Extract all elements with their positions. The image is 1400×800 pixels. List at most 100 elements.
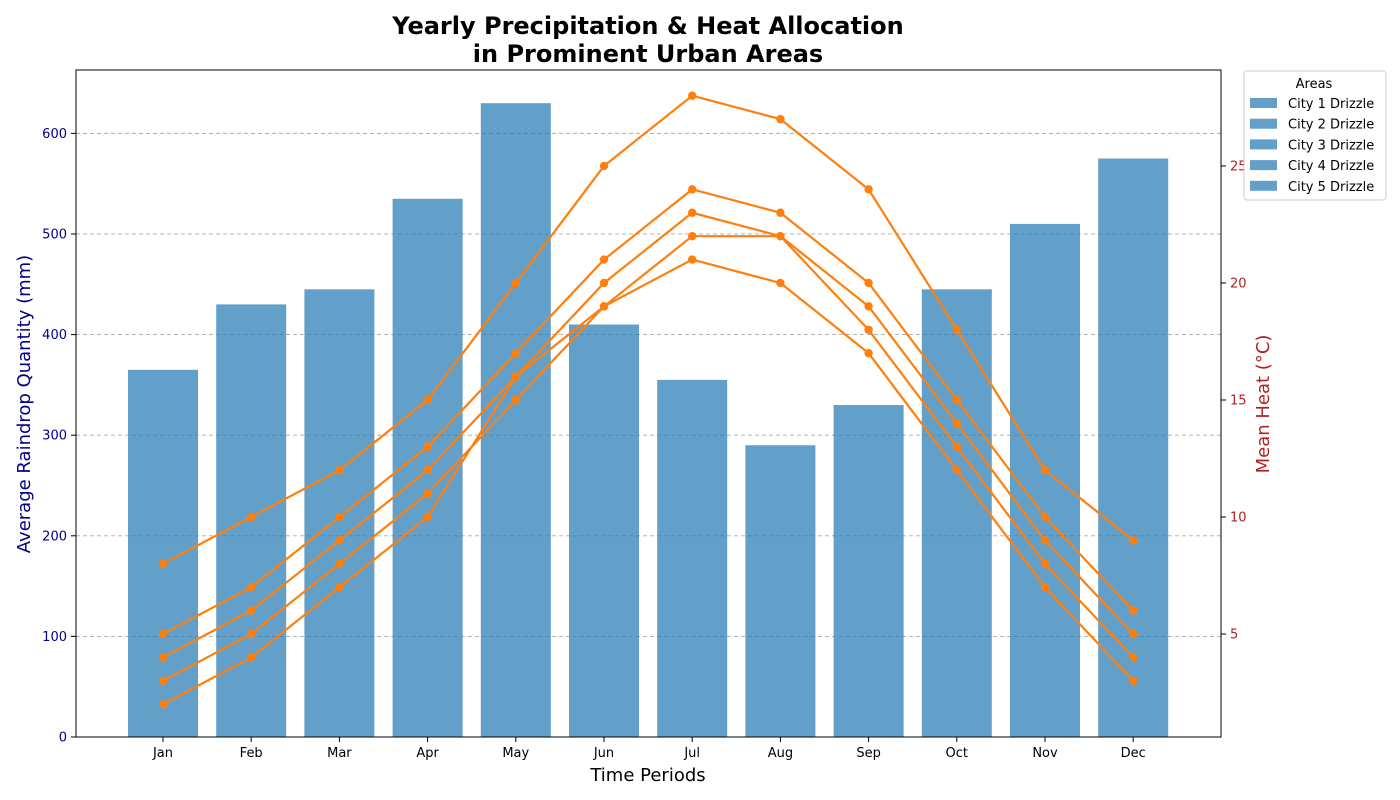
legend-swatch-2 [1250,118,1277,129]
heat-point-1-jan [158,629,168,639]
heat-point-2-nov [1040,466,1050,475]
bar-5-jun [569,324,639,737]
heat-point-3-jul [688,231,697,241]
heat-point-2-may [511,278,520,288]
legend-box [1243,70,1387,201]
heat-point-3-apr [423,489,432,498]
heat-point-5-mar [335,583,344,592]
heat-point-4-jun [599,278,609,288]
heat-point-3-sep [864,325,873,334]
heat-point-2-jul [688,91,697,100]
legend: Areas City 1 Drizzle City 2 Drizzle City 3… [1243,70,1387,201]
heat-line-5 [162,258,1135,706]
heat-point-5-jul [688,255,697,264]
legend-label-2: City 2 Drizzle [1288,118,1374,133]
right-tick-label: 5 [1230,628,1238,643]
bar-5-aug [745,445,816,737]
heat-point-1-oct [952,395,961,405]
heat-point-1-jul [688,185,697,194]
heat-point-5-dec [1129,676,1138,686]
x-tick-label: Jul [683,746,700,761]
heat-point-2-mar [335,466,344,475]
bars-layer [128,103,1169,738]
heat-point-5-apr [423,512,432,522]
heat-point-3-nov [1040,559,1050,569]
heat-point-3-may [511,395,520,405]
x-tick-label: Apr [416,746,439,761]
heat-point-3-mar [335,559,344,569]
heat-point-1-nov [1040,512,1050,522]
left-tick-label: 100 [42,630,67,645]
bar-5-may [480,103,551,737]
heat-point-2-oct [952,325,961,334]
chart-title-line1: Yearly Precipitation & Heat Allocation [391,12,903,40]
heat-point-5-sep [864,348,873,358]
heat-point-3-feb [247,629,256,639]
heat-point-4-apr [423,466,432,475]
left-tick-label: 0 [59,731,67,746]
bar-5-dec [1098,158,1169,738]
heat-point-2-aug [776,114,785,124]
x-axis-title: Time Periods [589,765,705,786]
heat-point-3-oct [952,442,961,451]
heat-point-5-oct [952,466,961,475]
plot-frame [75,69,1222,738]
heat-point-2-feb [247,512,256,522]
heat-point-4-sep [864,302,873,311]
heat-point-5-jun [599,302,609,311]
heat-point-4-dec [1129,629,1138,639]
legend-label-3: City 3 Drizzle [1288,138,1374,153]
heat-point-1-aug [776,208,785,217]
heat-point-3-jan [158,676,168,686]
x-tick-label: Mar [327,746,352,761]
bar-5-nov [1010,223,1080,737]
x-tick-label: Nov [1032,746,1058,761]
right-tick-label: 20 [1230,276,1247,291]
heat-point-5-jan [158,700,168,709]
heat-line-3 [162,235,1135,682]
legend-swatch-5 [1250,180,1277,191]
legend-swatch-4 [1250,160,1277,171]
heat-point-5-may [511,372,520,381]
heat-point-1-feb [247,583,256,592]
heat-point-4-oct [952,419,961,428]
heat-point-2-apr [423,395,432,405]
bar-5-sep [833,405,904,737]
heat-line-2 [162,94,1134,565]
legend-title: Areas [1296,77,1333,92]
left-axis: 0 100 200 300 400 500 600 [42,127,76,746]
lines-layer [158,91,1138,709]
legend-swatch-3 [1250,139,1277,150]
bar-5-jan [128,369,198,737]
right-tick-label: 25 [1230,159,1247,174]
x-tick-label: Dec [1121,746,1146,761]
heat-point-4-nov [1040,536,1050,545]
x-tick-label: Jun [593,746,614,761]
heat-point-4-aug [776,231,785,241]
heat-point-4-feb [247,606,256,615]
heat-point-1-apr [423,442,432,451]
x-tick-label: May [502,746,529,761]
heat-point-4-jan [158,653,168,662]
heat-point-5-nov [1040,583,1050,592]
bar-5-oct [921,289,992,737]
left-tick-label: 600 [42,127,67,142]
heat-point-2-jan [158,559,168,569]
y-axis-right-title: Mean Heat (°C) [1253,335,1274,474]
left-tick-label: 500 [42,227,67,242]
legend-swatch-1 [1250,98,1277,108]
y-axis-left-title: Average Raindrop Quantity (mm) [14,255,35,553]
bar-5-jul [657,379,728,737]
heat-point-1-dec [1129,606,1138,615]
heat-point-3-dec [1129,653,1138,662]
right-tick-label: 10 [1230,511,1247,526]
heat-point-2-sep [864,185,873,194]
right-axis: 5 10 15 20 25 [1221,159,1247,643]
right-tick-label: 15 [1230,393,1247,408]
x-tick-label: Feb [240,746,263,761]
heat-line-1 [162,188,1135,635]
heat-point-1-may [511,348,520,358]
x-tick-label: Jan [152,746,173,761]
heat-point-2-dec [1129,536,1138,545]
legend-label-4: City 4 Drizzle [1288,159,1374,174]
